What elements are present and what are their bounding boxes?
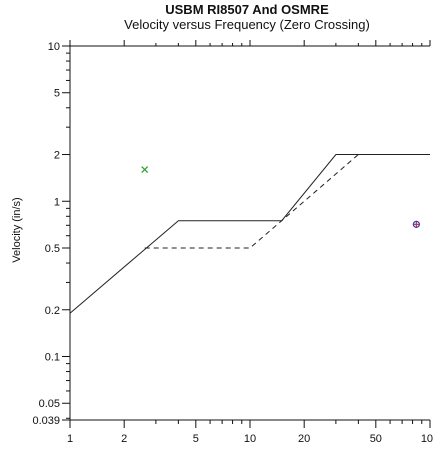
solid-limit-line: [69, 154, 430, 314]
y-tick-label: 2: [54, 150, 60, 162]
y-tick-label: 5: [54, 88, 60, 100]
x-tick-label: 10: [244, 433, 256, 445]
x-tick-label: 100: [421, 433, 433, 445]
y-axis-label: Velocity (in/s): [11, 197, 23, 262]
y-tick-label: 0.5: [45, 243, 60, 255]
chart-subtitle: Velocity versus Frequency (Zero Crossing…: [124, 17, 370, 32]
x-tick-label: 5: [193, 433, 199, 445]
y-tick-label: 0.039: [32, 415, 60, 427]
marker-x-b: [141, 166, 149, 173]
x-tick-label: 50: [370, 433, 382, 445]
plot-area: 0.039 0.05 0.1 0.2 0.5 1 2 5 10 1 2 5 10 20 50 100: [32, 40, 433, 445]
y-tick-label: 0.05: [39, 398, 60, 410]
y-tick-label: 0.2: [45, 305, 60, 317]
chart-title: USBM RI8507 And OSMRE: [165, 2, 329, 17]
y-tick-label: 0.1: [45, 352, 60, 364]
x-tick-label: 20: [298, 433, 310, 445]
y-tick-label: 1: [54, 196, 60, 208]
y-tick-label: 10: [48, 41, 60, 53]
dashed-limit-line: [144, 154, 430, 249]
x-tick-label: 1: [67, 433, 73, 445]
x-tick-label: 2: [121, 433, 127, 445]
marker-circle: [412, 220, 420, 228]
